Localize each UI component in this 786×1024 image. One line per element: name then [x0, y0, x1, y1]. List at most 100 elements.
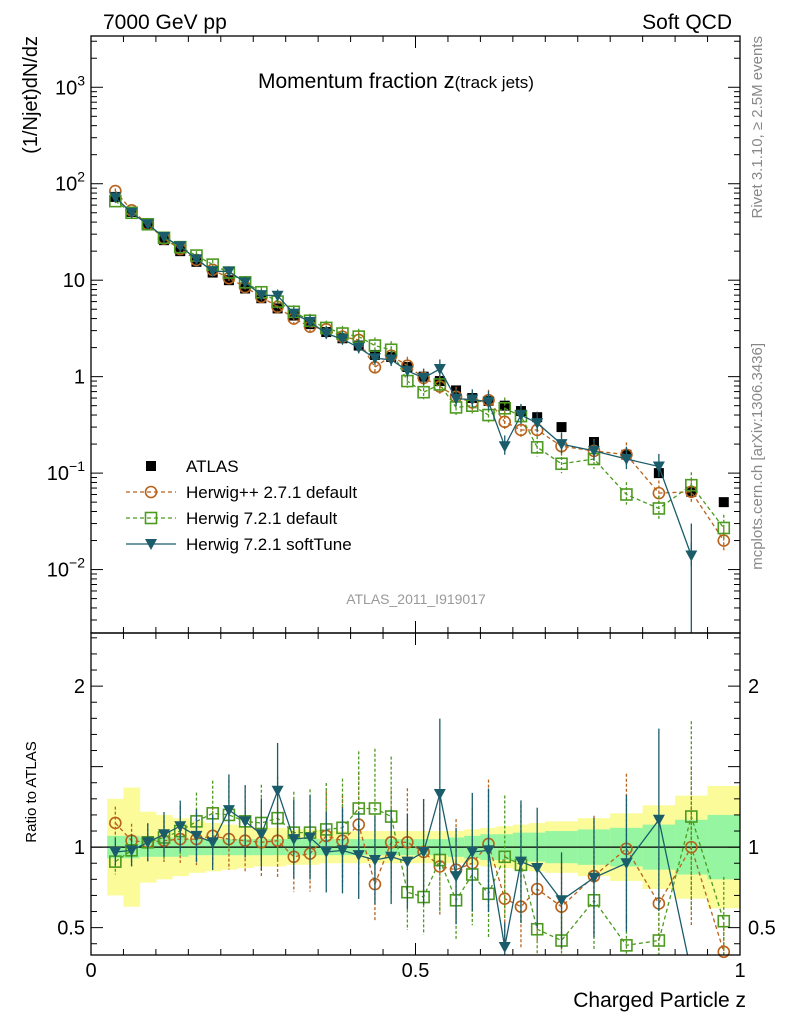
- data-point-softtune: [190, 830, 203, 842]
- ratio-y-tick-label-left: 2: [74, 676, 85, 698]
- main-y-tick-label: 10−2: [47, 555, 85, 582]
- data-point-softtune: [336, 334, 349, 346]
- data-point-softtune: [587, 445, 600, 457]
- data-point-softtune: [287, 308, 300, 320]
- data-point-softtune: [206, 837, 219, 849]
- data-point-softtune: [368, 855, 381, 867]
- data-point-softtune: [466, 394, 479, 406]
- main-y-tick-label: 102: [55, 169, 85, 196]
- data-point-herwig721: [530, 441, 544, 454]
- main-panel-series: [109, 184, 731, 633]
- legend-item-herwigpp: Herwig++ 2.7.1 default: [126, 483, 357, 502]
- x-axis-label: Charged Particle z: [573, 989, 746, 1012]
- title-var: z: [444, 68, 455, 93]
- axis-ticks: [90, 36, 741, 955]
- data-point-softtune: [320, 846, 333, 858]
- data-point-softtune: [531, 863, 544, 875]
- ratio-y-tick-label-right: 1: [748, 837, 759, 859]
- ratio-y-tick-label-left: 0.5: [57, 918, 85, 940]
- analysis-id-label: ATLAS_2011_I919017: [346, 591, 486, 607]
- main-y-tick-label: 10: [63, 270, 85, 292]
- legend-label: Herwig++ 2.7.1 default: [186, 483, 357, 502]
- data-point-softtune: [336, 845, 349, 857]
- ratio-y-tick-label-right: 0.5: [748, 918, 776, 940]
- data-point-herwig721: [498, 401, 512, 415]
- data-point-softtune: [385, 851, 398, 863]
- x-tick-label: 1: [734, 960, 745, 982]
- data-point-softtune: [652, 461, 665, 473]
- legend-item-atlas: ATLAS: [146, 457, 239, 476]
- legend-label: Herwig 7.2.1 default: [186, 509, 337, 528]
- data-point-softtune: [352, 850, 365, 862]
- data-point-atlas: [556, 422, 567, 433]
- ratio-y-axis-label: Ratio to ATLAS: [23, 741, 40, 842]
- ratio-panel-frame: [90, 632, 741, 956]
- ratio-series-softtune: [109, 718, 692, 956]
- data-point-herwig721: [685, 478, 698, 492]
- data-point-softtune: [109, 846, 122, 858]
- data-point-softtune: [433, 789, 446, 800]
- data-point-herwigpp: [514, 423, 528, 437]
- data-point-softtune: [352, 342, 365, 354]
- x-tick-label: 0.5: [402, 960, 430, 982]
- series-line: [114, 200, 725, 529]
- legend-item-softtune: Herwig 7.2.1 softTune: [126, 535, 352, 554]
- main-y-tick-label: 10−1: [47, 458, 85, 485]
- data-point-herwig721: [620, 488, 633, 501]
- header-left-label: 7000 GeV pp: [103, 11, 227, 34]
- data-point-softtune: [255, 829, 268, 841]
- data-point-softtune: [482, 845, 495, 857]
- legend-marker-softtune: [145, 539, 157, 550]
- data-point-softtune: [620, 454, 633, 466]
- title-sub: (track jets): [455, 73, 534, 92]
- legend-item-herwig721: Herwig 7.2.1 default: [126, 509, 337, 528]
- data-point-softtune: [417, 372, 430, 384]
- data-point-softtune: [158, 232, 171, 244]
- ratio-y-tick-label-right: 2: [748, 676, 759, 698]
- data-point-softtune: [587, 872, 600, 884]
- legend-marker-herwig721: [144, 511, 158, 525]
- data-point-softtune: [514, 410, 527, 422]
- data-point-softtune: [514, 856, 527, 868]
- data-point-herwig721: [417, 385, 430, 399]
- series-line: [114, 807, 725, 947]
- data-point-herwig721: [433, 378, 447, 391]
- data-point-softtune: [109, 192, 122, 204]
- data-point-softtune: [531, 418, 544, 430]
- legend-label: ATLAS: [186, 457, 239, 476]
- data-point-softtune: [555, 439, 568, 451]
- data-point-softtune: [433, 364, 446, 376]
- legend-label: Herwig 7.2.1 softTune: [186, 535, 352, 554]
- data-point-herwigpp: [717, 945, 731, 959]
- main-y-tick-label: 1: [74, 367, 85, 389]
- data-point-softtune: [239, 277, 252, 289]
- side-label-mcplots: mcplots.cern.ch [arXiv:1306.3436]: [749, 343, 766, 570]
- data-point-herwig721: [368, 802, 382, 815]
- data-point-softtune: [498, 441, 511, 453]
- data-point-softtune: [417, 846, 430, 858]
- data-point-atlas: [499, 400, 510, 411]
- main-y-axis-label: (1/Njet)dN/dz: [20, 36, 42, 154]
- data-point-herwig721: [498, 850, 512, 864]
- ratio-panel-series: [109, 718, 731, 959]
- data-point-softtune: [125, 845, 138, 857]
- data-point-herwig721: [620, 939, 633, 952]
- data-point-softtune: [141, 837, 154, 849]
- data-point-softtune: [401, 365, 414, 377]
- data-point-softtune: [222, 805, 235, 817]
- data-point-softtune: [652, 814, 665, 826]
- data-point-herwig721: [685, 810, 698, 823]
- data-point-softtune: [620, 858, 633, 870]
- data-point-softtune: [482, 396, 495, 408]
- data-point-softtune: [466, 846, 479, 858]
- main-y-tick-label: 103: [55, 72, 85, 99]
- data-point-atlas: [718, 497, 729, 508]
- header-right-label: Soft QCD: [642, 11, 732, 34]
- data-point-softtune: [158, 829, 171, 841]
- data-point-softtune: [368, 353, 381, 365]
- x-tick-label: 0: [85, 960, 96, 982]
- main-chart-title: Momentum fraction z(track jets): [258, 68, 534, 93]
- data-point-softtune: [141, 219, 154, 231]
- legend-marker-atlas: [146, 461, 156, 471]
